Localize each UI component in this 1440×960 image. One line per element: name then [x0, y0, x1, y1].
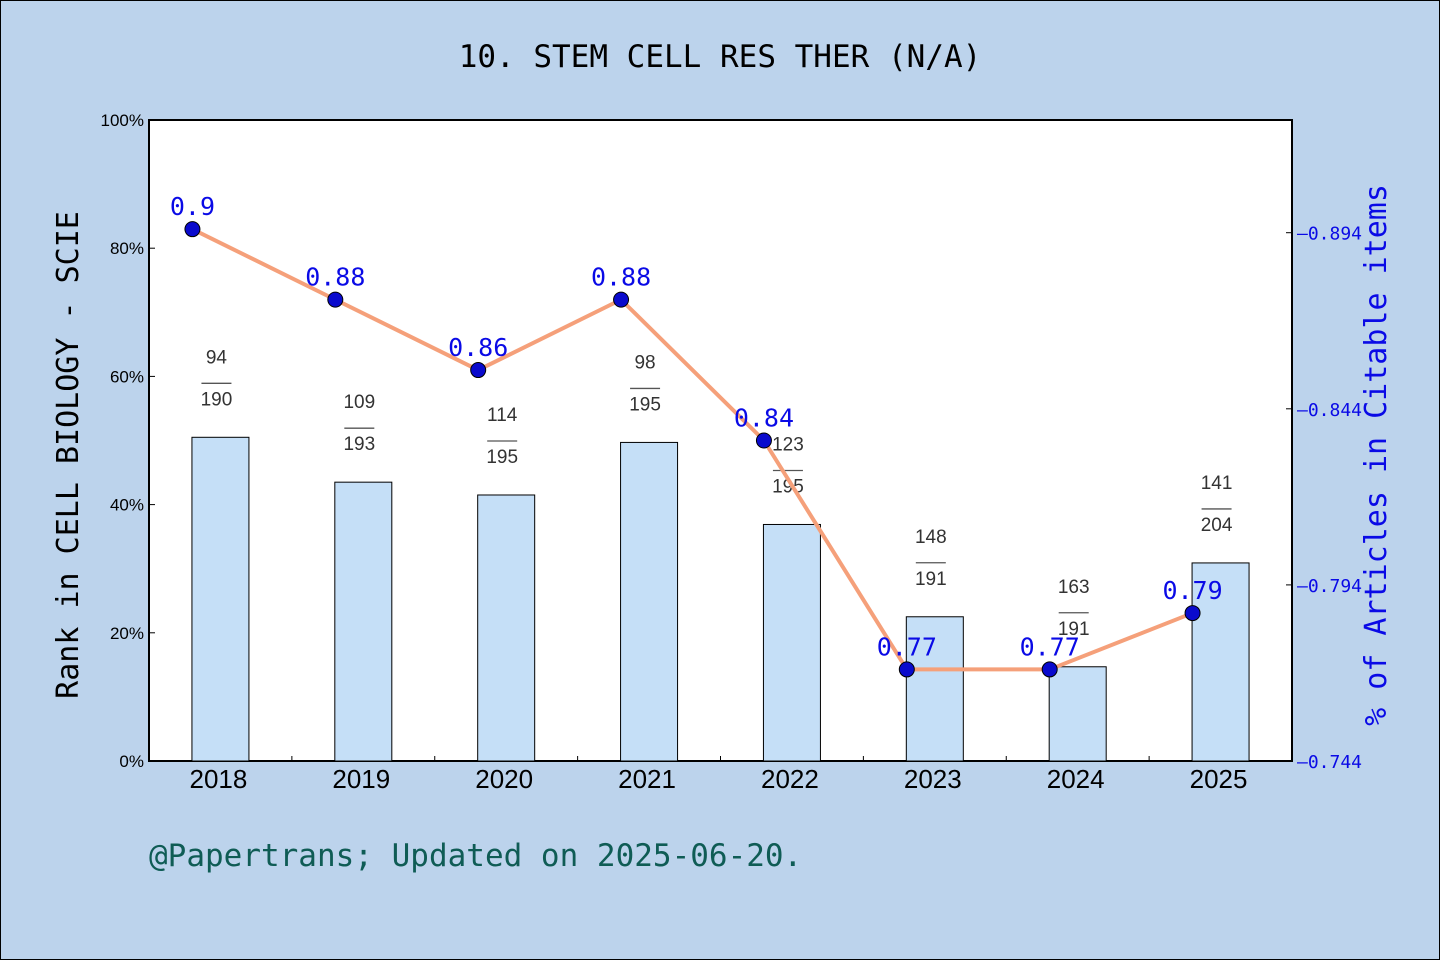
- point-label: 0.77: [877, 632, 937, 661]
- x-axis: 2018 2019 2020 2021 2022 2023 2024 2025: [190, 756, 1248, 794]
- point-2024: [1041, 661, 1058, 678]
- bar-rank-label: 148: [915, 527, 947, 548]
- point-label: 0.88: [591, 263, 651, 292]
- x-tick-label: 2025: [1190, 764, 1248, 794]
- y2-tick-label: –0.844: [1297, 400, 1362, 421]
- x-tick-label: 2023: [904, 764, 962, 794]
- y-tick-label: 0%: [119, 752, 144, 771]
- bar-total-label: 204: [1201, 515, 1233, 536]
- point-2019: [327, 291, 344, 308]
- bar-total-label: 195: [629, 394, 661, 415]
- point-2020: [470, 362, 487, 379]
- plot-area: [148, 119, 1293, 762]
- point-2018: [184, 221, 201, 238]
- bar-rank-label: 141: [1201, 473, 1233, 494]
- bar-2024: [1048, 666, 1107, 762]
- x-tick-label: 2022: [761, 764, 819, 794]
- bar-rank-label: 114: [487, 405, 518, 426]
- series-line: [191, 227, 1194, 672]
- point-label: 0.77: [1020, 632, 1080, 661]
- point-label: 0.88: [305, 263, 365, 292]
- y2-tick-label: –0.894: [1297, 224, 1362, 245]
- x-tick-label: 2018: [190, 764, 248, 794]
- bar-2025: [1191, 562, 1250, 762]
- y-axis-label: Rank in CELL BIOLOGY - SCIE: [51, 211, 86, 699]
- y2-axis-label: % of Articles in Citable items: [1359, 184, 1394, 726]
- bar-rank-label: 94: [206, 347, 228, 368]
- y-tick-label: 100%: [101, 111, 144, 130]
- y2-tick-label: –0.794: [1297, 576, 1362, 597]
- bar-total-label: 191: [1058, 619, 1090, 640]
- y-axis-right: –0.744 –0.794 –0.844 –0.894: [1286, 224, 1362, 773]
- bar-rank-label: 163: [1058, 577, 1090, 598]
- y-tick-label: 40%: [110, 496, 144, 515]
- bar-2022: [762, 523, 821, 762]
- y-tick-label: 20%: [110, 624, 144, 643]
- point-label: 0.84: [734, 404, 794, 433]
- bar-2020: [477, 494, 536, 762]
- bar-2019: [334, 481, 393, 762]
- bar-2018: [191, 436, 250, 762]
- y-tick-label: 80%: [110, 239, 144, 258]
- bar-total-label: 190: [201, 389, 233, 410]
- point-2025: [1184, 605, 1201, 622]
- bar-rank-label: 98: [634, 352, 655, 373]
- line-series: 0.9 0.88 0.86 0.88 0.84 0.77 0.77 0.79: [170, 192, 1223, 678]
- bar-2021: [620, 441, 679, 762]
- bar-rank-label: 123: [772, 434, 804, 455]
- bar-total-label: 195: [486, 447, 518, 468]
- point-2023: [898, 661, 915, 678]
- y-tick-label: 60%: [110, 367, 144, 386]
- bar-total-label: 193: [343, 434, 375, 455]
- bar-series: [191, 436, 1250, 762]
- x-tick-label: 2019: [332, 764, 390, 794]
- footer-note: @Papertrans; Updated on 2025-06-20.: [149, 838, 802, 874]
- point-label: 0.86: [448, 333, 508, 362]
- y-axis-left: 0% 20% 40% 60% 80% 100%: [101, 111, 155, 771]
- x-tick-label: 2020: [475, 764, 533, 794]
- bar-total-label: 191: [915, 569, 947, 590]
- x-tick-label: 2024: [1047, 764, 1105, 794]
- bar-2023: [905, 616, 964, 762]
- bar-rank-label: 109: [343, 392, 375, 413]
- point-label: 0.79: [1162, 576, 1222, 605]
- x-tick-label: 2021: [618, 764, 676, 794]
- point-2021: [613, 291, 630, 308]
- point-2022: [755, 432, 772, 449]
- point-label: 0.9: [170, 192, 215, 221]
- y2-tick-label: –0.744: [1297, 752, 1362, 773]
- chart-title: 10. STEM CELL RES THER (N/A): [459, 39, 982, 75]
